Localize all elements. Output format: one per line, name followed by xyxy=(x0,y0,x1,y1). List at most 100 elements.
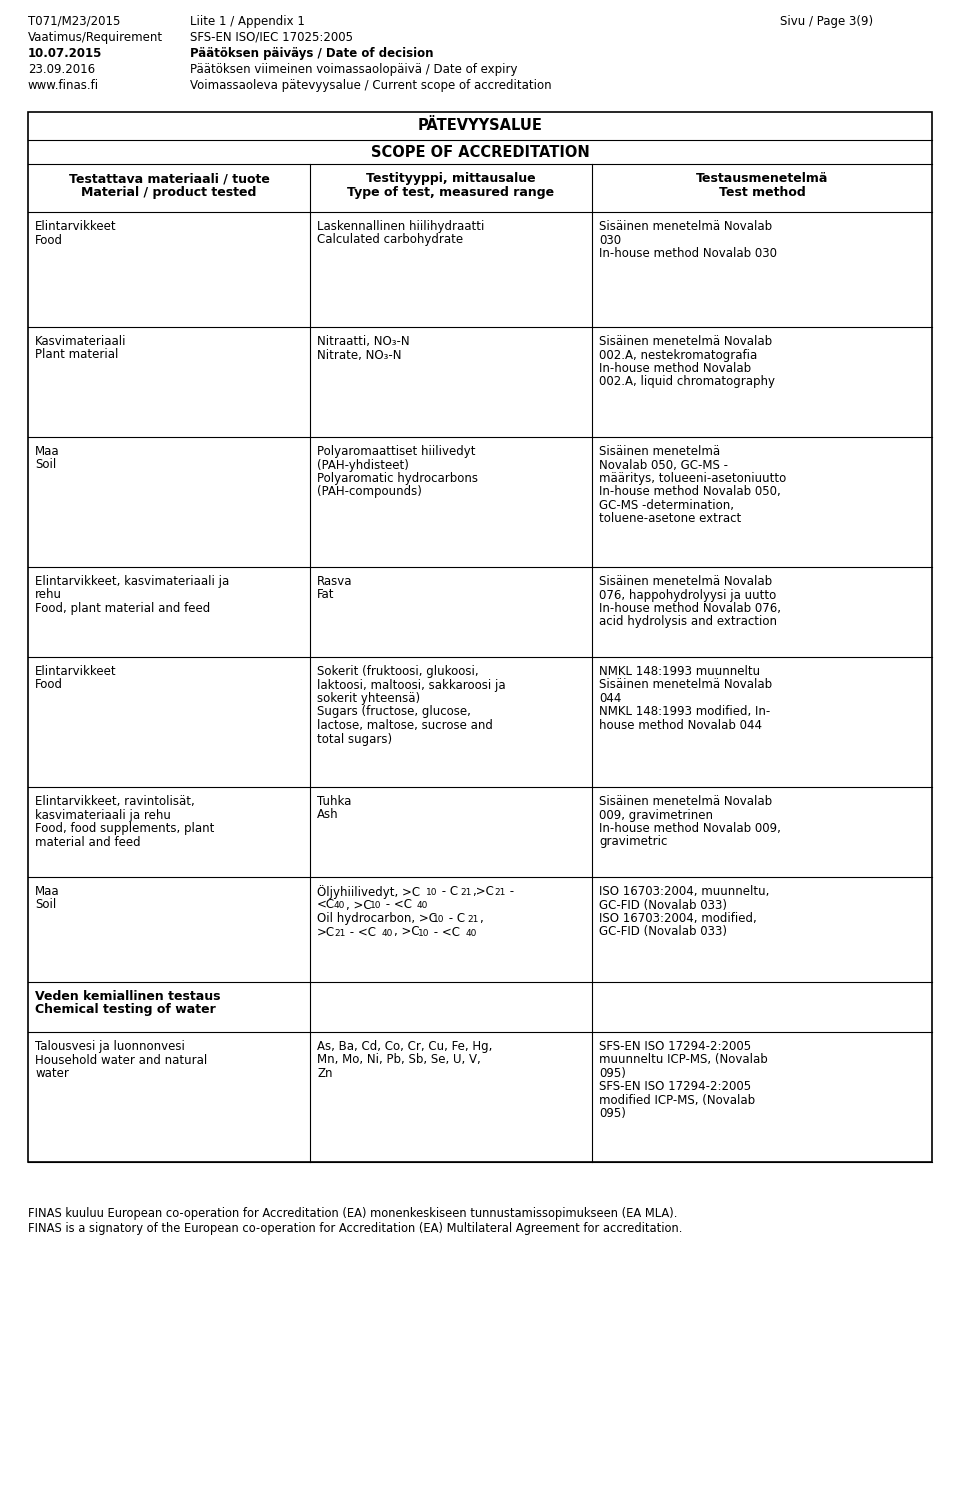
Text: gravimetric: gravimetric xyxy=(599,836,667,848)
Text: Zn: Zn xyxy=(317,1066,332,1080)
Text: Ash: Ash xyxy=(317,809,339,821)
Text: >C: >C xyxy=(317,925,335,938)
Text: Laskennallinen hiilihydraatti: Laskennallinen hiilihydraatti xyxy=(317,220,485,233)
Text: Nitraatti, NO₃-N: Nitraatti, NO₃-N xyxy=(317,335,410,347)
Text: 40: 40 xyxy=(334,901,346,910)
Text: - C: - C xyxy=(438,884,458,898)
Text: - <C: - <C xyxy=(346,925,376,938)
Text: GC-FID (Novalab 033): GC-FID (Novalab 033) xyxy=(599,925,727,938)
Text: , >C: , >C xyxy=(346,898,372,911)
Text: Food, food supplements, plant: Food, food supplements, plant xyxy=(35,823,214,835)
Text: 10: 10 xyxy=(426,887,438,896)
Text: Elintarvikkeet, ravintolisät,: Elintarvikkeet, ravintolisät, xyxy=(35,796,195,808)
Text: 10: 10 xyxy=(433,914,444,923)
Text: In-house method Novalab: In-house method Novalab xyxy=(599,362,751,374)
Text: Tuhka: Tuhka xyxy=(317,796,351,808)
Text: - C: - C xyxy=(445,911,466,925)
Text: Sivu / Page 3(9): Sivu / Page 3(9) xyxy=(780,15,874,29)
Text: Plant material: Plant material xyxy=(35,349,118,361)
Text: 044: 044 xyxy=(599,692,621,705)
Text: 40: 40 xyxy=(382,928,394,937)
Text: Fat: Fat xyxy=(317,588,334,602)
Text: Soil: Soil xyxy=(35,459,57,471)
Text: 009, gravimetrinen: 009, gravimetrinen xyxy=(599,809,713,821)
Text: 21: 21 xyxy=(334,928,346,937)
Text: Elintarvikkeet: Elintarvikkeet xyxy=(35,665,116,678)
Text: Household water and natural: Household water and natural xyxy=(35,1053,207,1066)
Text: 40: 40 xyxy=(466,928,477,937)
Text: SCOPE OF ACCREDITATION: SCOPE OF ACCREDITATION xyxy=(371,144,589,159)
Text: T071/M23/2015: T071/M23/2015 xyxy=(28,15,120,29)
Text: toluene-asetone extract: toluene-asetone extract xyxy=(599,513,741,525)
Text: Päätöksen päiväys / Date of decision: Päätöksen päiväys / Date of decision xyxy=(190,47,434,60)
Text: ,: , xyxy=(479,911,483,925)
Text: 10.07.2015: 10.07.2015 xyxy=(28,47,103,60)
Text: 23.09.2016: 23.09.2016 xyxy=(28,63,95,77)
Text: FINAS is a signatory of the European co-operation for Accreditation (EA) Multila: FINAS is a signatory of the European co-… xyxy=(28,1221,683,1235)
Text: Kasvimateriaali: Kasvimateriaali xyxy=(35,335,127,347)
Text: kasvimateriaali ja rehu: kasvimateriaali ja rehu xyxy=(35,809,171,821)
Text: Mn, Mo, Ni, Pb, Sb, Se, U, V,: Mn, Mo, Ni, Pb, Sb, Se, U, V, xyxy=(317,1053,481,1066)
Text: Material / product tested: Material / product tested xyxy=(82,186,256,199)
Text: Novalab 050, GC-MS -: Novalab 050, GC-MS - xyxy=(599,459,728,471)
Text: SFS-EN ISO 17294-2:2005: SFS-EN ISO 17294-2:2005 xyxy=(599,1039,751,1053)
Text: PÄTEVYYSALUE: PÄTEVYYSALUE xyxy=(418,117,542,132)
Text: Sisäinen menetelmä Novalab: Sisäinen menetelmä Novalab xyxy=(599,575,772,588)
Text: Polyaromatic hydrocarbons: Polyaromatic hydrocarbons xyxy=(317,472,478,484)
Text: Veden kemiallinen testaus: Veden kemiallinen testaus xyxy=(35,990,221,1003)
Text: water: water xyxy=(35,1066,69,1080)
Text: Talousvesi ja luonnonvesi: Talousvesi ja luonnonvesi xyxy=(35,1039,185,1053)
Text: Testityyppi, mittausalue: Testityyppi, mittausalue xyxy=(366,171,536,185)
Text: Päätöksen viimeinen voimassaolopäivä / Date of expiry: Päätöksen viimeinen voimassaolopäivä / D… xyxy=(190,63,517,77)
Text: Sisäinen menetelmä Novalab: Sisäinen menetelmä Novalab xyxy=(599,335,772,347)
Text: Vaatimus/Requirement: Vaatimus/Requirement xyxy=(28,32,163,44)
Text: Elintarvikkeet, kasvimateriaali ja: Elintarvikkeet, kasvimateriaali ja xyxy=(35,575,229,588)
Text: Sisäinen menetelmä: Sisäinen menetelmä xyxy=(599,445,720,459)
Text: SFS-EN ISO 17294-2:2005: SFS-EN ISO 17294-2:2005 xyxy=(599,1080,751,1093)
Text: rehu: rehu xyxy=(35,588,62,602)
Text: total sugars): total sugars) xyxy=(317,732,392,746)
Text: (PAH-yhdisteet): (PAH-yhdisteet) xyxy=(317,459,409,471)
Text: 095): 095) xyxy=(599,1107,626,1120)
Text: Testattava materiaali / tuote: Testattava materiaali / tuote xyxy=(68,171,270,185)
Text: Sisäinen menetelmä Novalab: Sisäinen menetelmä Novalab xyxy=(599,678,772,692)
Text: Oil hydrocarbon, >C: Oil hydrocarbon, >C xyxy=(317,911,437,925)
Text: ISO 16703:2004, modified,: ISO 16703:2004, modified, xyxy=(599,911,756,925)
Text: 030: 030 xyxy=(599,233,621,247)
Text: GC-MS -determination,: GC-MS -determination, xyxy=(599,499,734,511)
Text: laktoosi, maltoosi, sakkaroosi ja: laktoosi, maltoosi, sakkaroosi ja xyxy=(317,678,506,692)
Text: GC-FID (Novalab 033): GC-FID (Novalab 033) xyxy=(599,898,727,911)
Text: 21: 21 xyxy=(460,887,471,896)
Text: määritys, tolueeni-asetoniuutto: määritys, tolueeni-asetoniuutto xyxy=(599,472,786,484)
Text: - <C: - <C xyxy=(430,925,460,938)
Text: Sisäinen menetelmä Novalab: Sisäinen menetelmä Novalab xyxy=(599,220,772,233)
Text: - <C: - <C xyxy=(382,898,412,911)
Text: 002.A, nestekromatografia: 002.A, nestekromatografia xyxy=(599,349,757,361)
Text: Sisäinen menetelmä Novalab: Sisäinen menetelmä Novalab xyxy=(599,796,772,808)
Text: material and feed: material and feed xyxy=(35,836,140,848)
Text: 21: 21 xyxy=(467,914,478,923)
Text: Chemical testing of water: Chemical testing of water xyxy=(35,1003,216,1017)
Text: As, Ba, Cd, Co, Cr, Cu, Fe, Hg,: As, Ba, Cd, Co, Cr, Cu, Fe, Hg, xyxy=(317,1039,492,1053)
Text: house method Novalab 044: house method Novalab 044 xyxy=(599,719,762,732)
Text: 10: 10 xyxy=(418,928,429,937)
Text: Liite 1 / Appendix 1: Liite 1 / Appendix 1 xyxy=(190,15,305,29)
Text: , >C: , >C xyxy=(394,925,420,938)
Text: 076, happohydrolyysi ja uutto: 076, happohydrolyysi ja uutto xyxy=(599,588,777,602)
Text: 002.A, liquid chromatography: 002.A, liquid chromatography xyxy=(599,376,775,388)
Text: NMKL 148:1993 modified, In-: NMKL 148:1993 modified, In- xyxy=(599,705,770,719)
Text: -: - xyxy=(506,884,515,898)
Text: ISO 16703:2004, muunneltu,: ISO 16703:2004, muunneltu, xyxy=(599,884,769,898)
Text: Voimassaoleva pätevyysalue / Current scope of accreditation: Voimassaoleva pätevyysalue / Current sco… xyxy=(190,80,552,92)
Text: (PAH-compounds): (PAH-compounds) xyxy=(317,486,421,498)
Text: Nitrate, NO₃-N: Nitrate, NO₃-N xyxy=(317,349,401,361)
Text: Polyaromaattiset hiilivedyt: Polyaromaattiset hiilivedyt xyxy=(317,445,475,459)
Text: Food: Food xyxy=(35,678,63,692)
Text: Elintarvikkeet: Elintarvikkeet xyxy=(35,220,116,233)
Text: Maa: Maa xyxy=(35,884,60,898)
Text: In-house method Novalab 009,: In-house method Novalab 009, xyxy=(599,823,780,835)
Text: muunneltu ICP-MS, (Novalab: muunneltu ICP-MS, (Novalab xyxy=(599,1053,768,1066)
Text: ,>C: ,>C xyxy=(472,884,493,898)
Text: www.finas.fi: www.finas.fi xyxy=(28,80,99,92)
Text: Food: Food xyxy=(35,233,63,247)
